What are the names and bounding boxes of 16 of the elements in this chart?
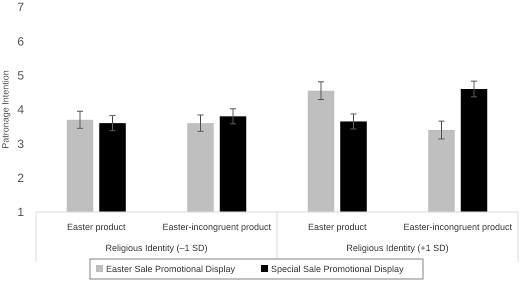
- x-tick-label: Easter-incongruent product: [162, 222, 272, 232]
- y-tick-label: 2: [17, 171, 24, 186]
- text: Religious Identity (–1 SD): [105, 243, 208, 254]
- y-tick-label: 6: [17, 34, 24, 48]
- text: Religious Identity (+1 SD): [346, 243, 449, 254]
- x-tick-label: Easter product: [66, 222, 126, 232]
- y-axis-title: Patronage Intention: [0, 70, 10, 149]
- legend-label: Easter Sale Promotional Display: [106, 264, 236, 274]
- y-tick-label: 3: [17, 136, 24, 151]
- x-tick-label: Easter-incongruent product: [403, 222, 513, 232]
- legend-label: Special Sale Promotional Display: [271, 264, 404, 274]
- y-tick-label: 7: [17, 0, 24, 14]
- y-tick-label: 5: [17, 68, 24, 83]
- x-tick-label: Easter product: [308, 222, 368, 232]
- y-tick-label: 1: [17, 205, 24, 220]
- y-tick-label: 4: [17, 102, 24, 117]
